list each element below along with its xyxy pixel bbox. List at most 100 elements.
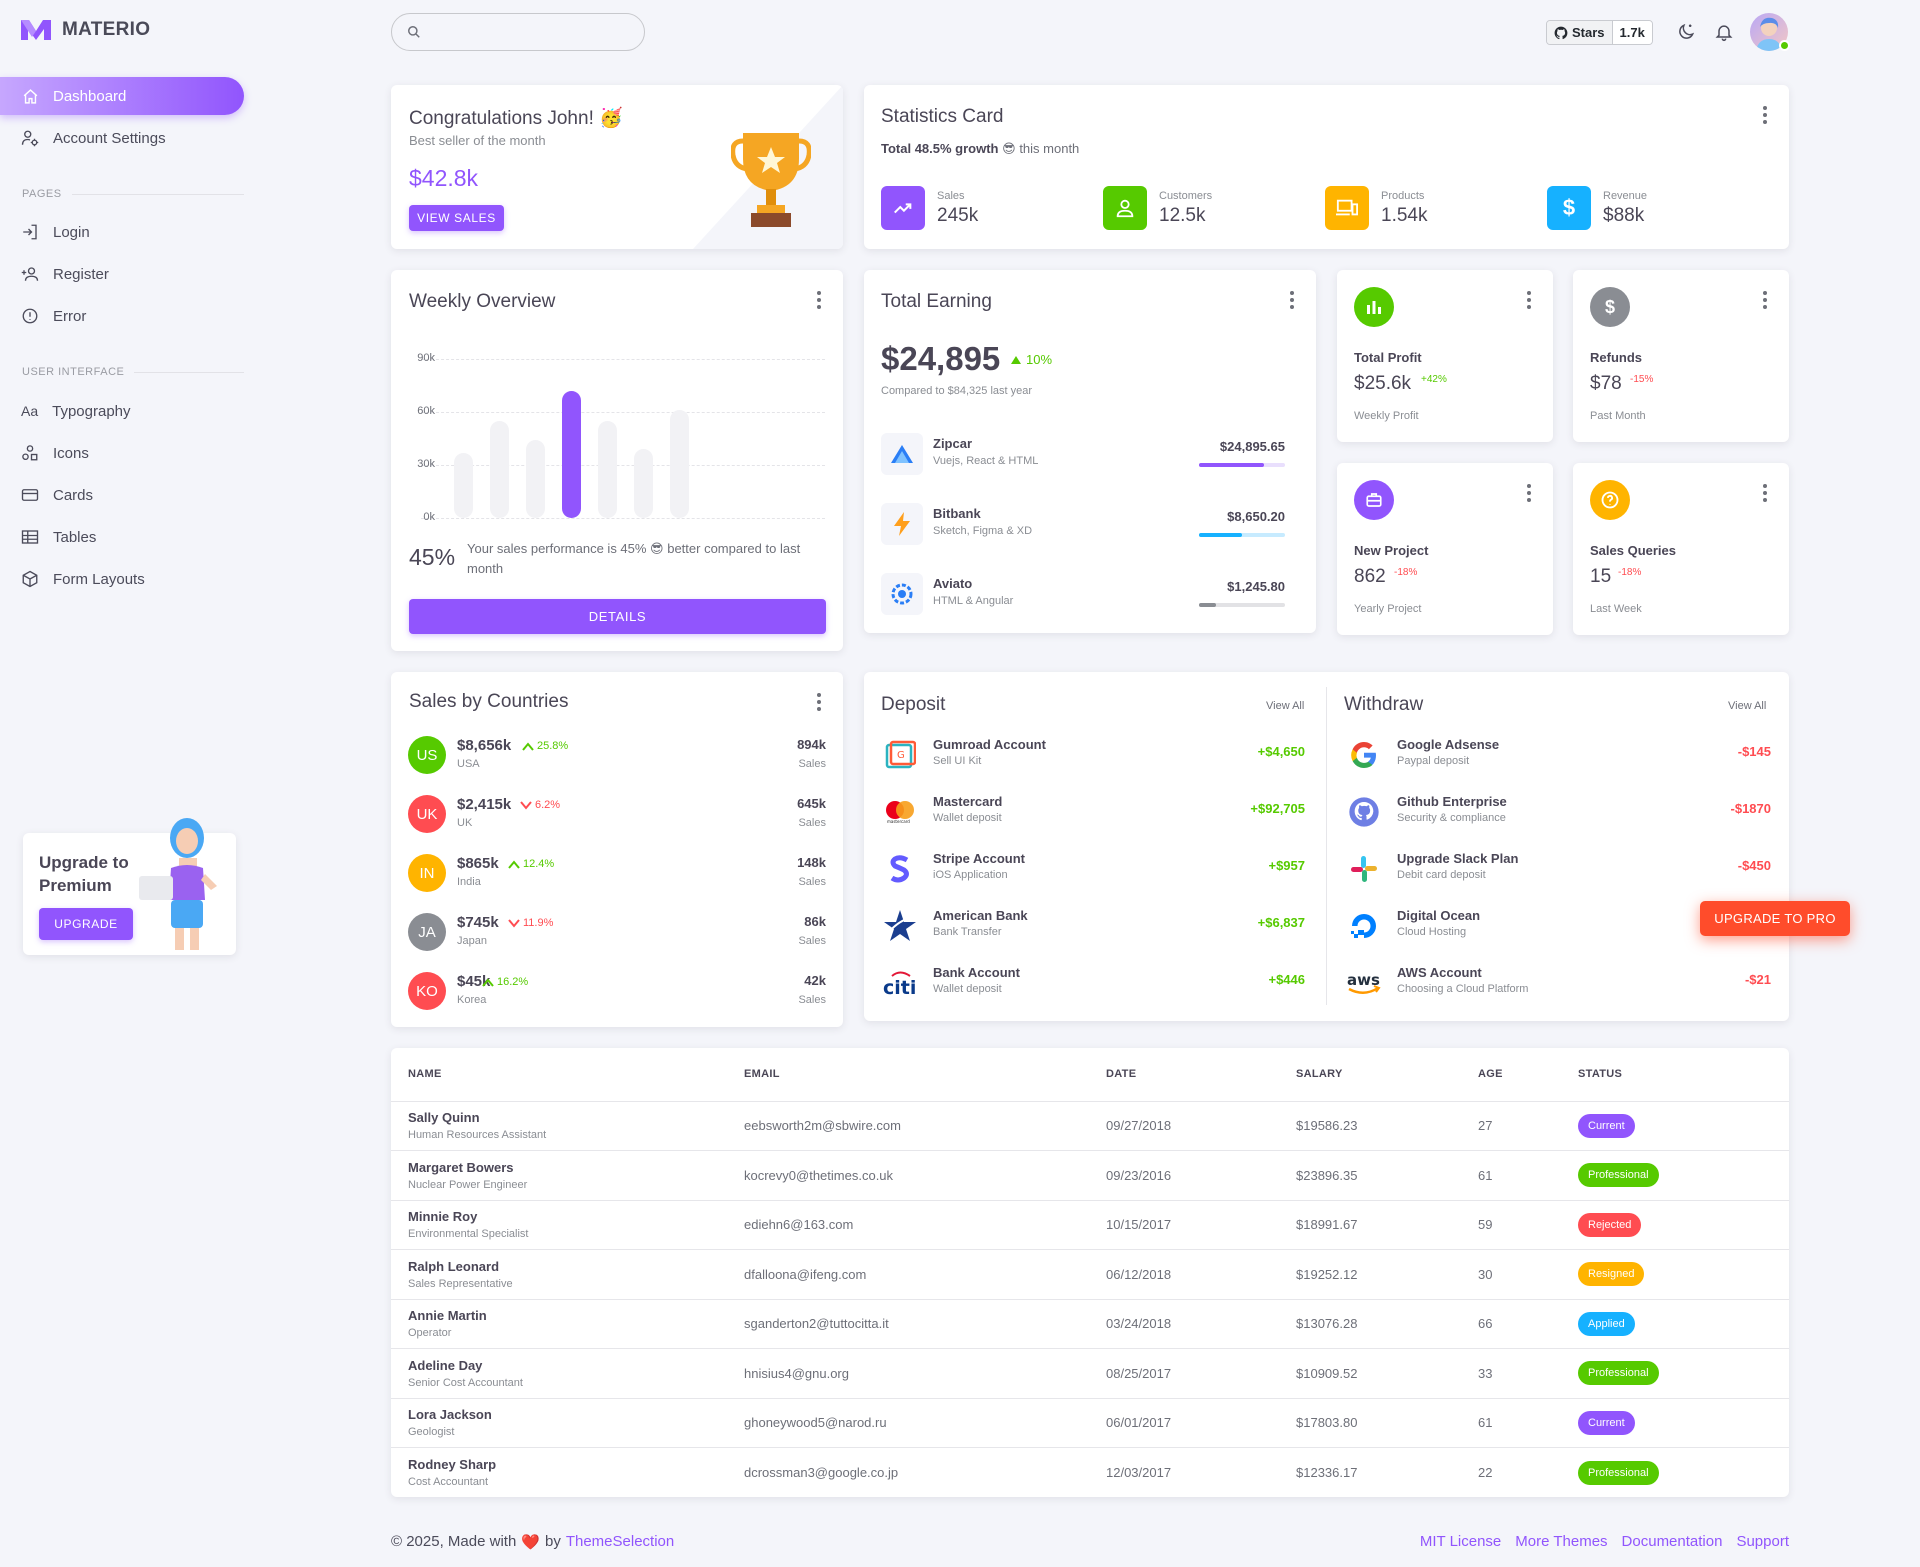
more-vertical-icon[interactable] xyxy=(1282,290,1302,310)
withdraw-name: Digital Ocean xyxy=(1397,908,1481,923)
table-row[interactable]: Lora Jackson Geologist ghoneywood5@narod.r… xyxy=(391,1398,1789,1448)
aws-icon: aws xyxy=(1346,965,1382,1001)
trophy-icon xyxy=(731,133,811,227)
table-row[interactable]: Minnie Roy Environmental Specialist ediehn… xyxy=(391,1200,1789,1250)
cell-date: 06/12/2018 xyxy=(1089,1249,1279,1300)
deposit-amount: +$6,837 xyxy=(1257,915,1305,930)
table-row[interactable]: Adeline Day Senior Cost Accountant hnisius… xyxy=(391,1348,1789,1399)
footer-links: MIT License More Themes Documentation Su… xyxy=(1420,1533,1789,1550)
cell-name: Ralph Leonard Sales Representative xyxy=(391,1249,727,1300)
themeselection-link[interactable]: ThemeSelection xyxy=(565,1533,675,1550)
more-vertical-icon[interactable] xyxy=(809,290,829,310)
github-icon xyxy=(1346,794,1382,830)
notifications-button[interactable] xyxy=(1712,20,1736,44)
country-amount: $865k xyxy=(457,855,499,872)
more-vertical-icon[interactable] xyxy=(1755,483,1775,503)
poll-icon xyxy=(1354,287,1394,327)
more-vertical-icon[interactable] xyxy=(1755,105,1775,125)
sidebar-item-account-settings[interactable]: Account Settings xyxy=(0,119,244,157)
upgrade-button[interactable]: UPGRADE xyxy=(39,908,133,940)
more-vertical-icon[interactable] xyxy=(809,692,829,712)
sidebar-item-icons[interactable]: Icons xyxy=(0,434,244,472)
country-amount: $45k xyxy=(457,973,491,990)
user-role: Sales Representative xyxy=(408,1277,513,1290)
more-vertical-icon[interactable] xyxy=(1519,483,1539,503)
country-delta: 12.4% xyxy=(508,858,554,870)
user-role: Operator xyxy=(408,1327,452,1340)
country-avatar: US xyxy=(408,736,446,774)
table-row[interactable]: Annie Martin Operator sganderton2@tuttocit… xyxy=(391,1299,1789,1349)
github-stars-button[interactable]: Stars xyxy=(1547,21,1613,44)
sidebar-item-login[interactable]: Login xyxy=(0,213,244,251)
country-name: USA xyxy=(457,758,480,770)
footer-link-documentation[interactable]: Documentation xyxy=(1621,1533,1723,1550)
search-input[interactable] xyxy=(429,24,629,40)
home-icon xyxy=(21,87,39,105)
stat-tile-sales: Sales 245k xyxy=(881,186,978,230)
theme-toggle[interactable] xyxy=(1674,20,1698,44)
countries-title: Sales by Countries xyxy=(409,691,569,712)
y-tick-label: 90k xyxy=(417,352,435,364)
stripe-icon xyxy=(882,851,918,887)
statistics-card: Statistics Card Total 48.5% growth 😎 thi… xyxy=(864,85,1789,249)
sidebar-item-register[interactable]: Register xyxy=(0,255,244,293)
y-tick-label: 0k xyxy=(423,511,435,523)
footer-link-more-themes[interactable]: More Themes xyxy=(1515,1533,1608,1550)
more-vertical-icon[interactable] xyxy=(1519,290,1539,310)
sidebar-item-cards[interactable]: Cards xyxy=(0,476,244,514)
user-name: Margaret Bowers xyxy=(408,1159,514,1175)
withdraw-view-all-link[interactable]: View All xyxy=(1728,700,1767,712)
sidebar-item-dashboard[interactable]: Dashboard xyxy=(0,77,244,115)
weekly-title: Weekly Overview xyxy=(409,291,556,312)
footer-link-license[interactable]: MIT License xyxy=(1419,1533,1502,1550)
sidebar-item-tables[interactable]: Tables xyxy=(0,518,244,556)
details-button[interactable]: DETAILS xyxy=(409,599,826,634)
table-row[interactable]: Ralph Leonard Sales Representative dfalloo… xyxy=(391,1249,1789,1300)
sidebar-item-error[interactable]: Error xyxy=(0,297,244,335)
users-table-card: NAME EMAIL DATE SALARY AGE STATUS Sally … xyxy=(391,1048,1789,1497)
table-row[interactable]: Margaret Bowers Nuclear Power Engineer koc… xyxy=(391,1150,1789,1201)
upgrade-to-pro-button[interactable]: UPGRADE TO PRO xyxy=(1700,901,1850,936)
sidebar-item-label: Login xyxy=(53,223,90,241)
chevron-up-icon xyxy=(482,977,494,987)
country-delta: 16.2% xyxy=(482,976,528,988)
cell-name: Annie Martin Operator xyxy=(391,1299,727,1349)
country-avatar: JA xyxy=(408,913,446,951)
account-icon xyxy=(1103,186,1147,230)
footer-link-support[interactable]: Support xyxy=(1736,1533,1789,1550)
zipcar-icon xyxy=(881,433,923,475)
github-stars-widget[interactable]: Stars 1.7k xyxy=(1546,20,1653,45)
cell-name: Adeline Day Senior Cost Accountant xyxy=(391,1348,727,1399)
brand-logo[interactable]: MATERIO xyxy=(20,18,150,42)
earning-delta: 10% xyxy=(1011,352,1052,367)
search-bar[interactable] xyxy=(391,13,645,51)
cube-outline-icon xyxy=(21,570,39,588)
cell-status: Current xyxy=(1561,1398,1789,1448)
deposit-row: mastercard Mastercard Wallet deposit +$92,7… xyxy=(882,789,1305,835)
deposit-subtitle: Wallet deposit xyxy=(933,983,1002,995)
github-stars-label: Stars xyxy=(1572,25,1605,40)
cell-name: Minnie Roy Environmental Specialist xyxy=(391,1200,727,1250)
user-role: Senior Cost Accountant xyxy=(408,1376,523,1389)
sidebar-item-form-layouts[interactable]: Form Layouts xyxy=(0,560,244,598)
country-row: JA $745k 11.9% Japan 86k Sales xyxy=(408,908,826,960)
cell-date: 09/23/2016 xyxy=(1089,1150,1279,1201)
view-sales-button[interactable]: VIEW SALES xyxy=(409,205,504,231)
table-row[interactable]: Rodney Sharp Cost Accountant dcrossman3@go… xyxy=(391,1448,1789,1498)
more-vertical-icon[interactable] xyxy=(1755,290,1775,310)
table-row[interactable]: Sally Quinn Human Resources Assistant eebs… xyxy=(391,1101,1789,1151)
currency-icon: $ xyxy=(1590,287,1630,327)
sidebar-item-typography[interactable]: Aa Typography xyxy=(0,392,244,430)
heart-icon: ❤️ xyxy=(521,1534,540,1551)
cell-status: Current xyxy=(1561,1101,1789,1151)
deposit-view-all-link[interactable]: View All xyxy=(1266,700,1305,712)
deposit-row: citi Bank Account Wallet deposit +$446 xyxy=(882,960,1305,1006)
cell-age: 61 xyxy=(1461,1398,1561,1448)
deposit-row: American Bank Bank Transfer +$6,837 xyxy=(882,903,1305,949)
deposit-amount: +$92,705 xyxy=(1250,801,1305,816)
user-avatar[interactable] xyxy=(1750,13,1788,51)
deposit-title: Deposit xyxy=(881,694,946,715)
sidebar-item-label: Error xyxy=(53,307,87,325)
chevron-down-icon xyxy=(520,800,532,810)
status-badge: Rejected xyxy=(1578,1212,1642,1237)
